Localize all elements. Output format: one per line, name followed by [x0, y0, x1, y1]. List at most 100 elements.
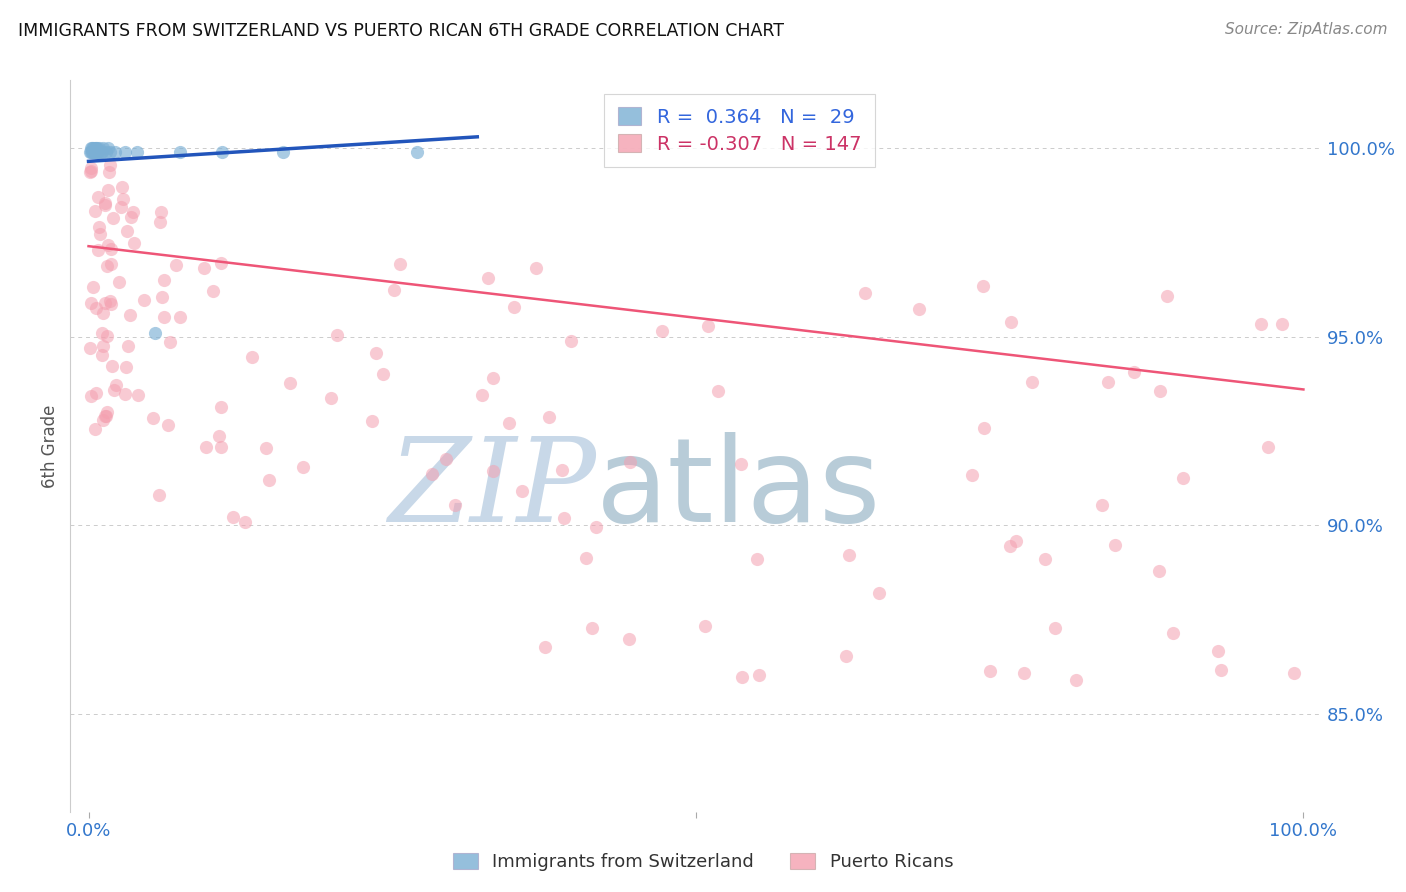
Legend: R =  0.364   N =  29, R = -0.307   N = 147: R = 0.364 N = 29, R = -0.307 N = 147 [605, 94, 875, 168]
Point [79, 341, 101, 355]
Point [1021, 376, 1043, 390]
Point [730, 457, 752, 471]
Point [96, 405, 118, 419]
Point [100, 243, 122, 257]
Point [87, 145, 110, 159]
Point [575, 551, 598, 566]
Point [90, 145, 112, 159]
Point [89, 141, 111, 155]
Point [84, 203, 107, 218]
Point [444, 498, 467, 512]
Point [83, 145, 105, 159]
Point [86, 145, 108, 159]
Point [82, 145, 104, 159]
Point [534, 640, 557, 654]
Point [382, 283, 405, 297]
Point [169, 310, 191, 324]
Point [93, 198, 115, 212]
Point [1033, 552, 1056, 566]
Point [271, 145, 294, 159]
Point [502, 300, 524, 314]
Point [707, 384, 730, 399]
Point [585, 520, 607, 534]
Point [79, 164, 101, 178]
Point [477, 271, 499, 285]
Point [132, 293, 155, 307]
Point [326, 328, 349, 343]
Point [201, 284, 224, 298]
Point [114, 145, 136, 159]
Point [100, 145, 122, 159]
Point [222, 509, 245, 524]
Point [254, 442, 277, 456]
Point [91, 306, 114, 320]
Point [79, 296, 101, 310]
Point [1171, 470, 1194, 484]
Point [87, 219, 110, 234]
Point [510, 484, 533, 499]
Point [1123, 365, 1146, 379]
Point [152, 273, 174, 287]
Point [405, 145, 427, 159]
Point [1284, 666, 1306, 681]
Point [853, 286, 876, 301]
Point [100, 257, 122, 271]
Point [127, 388, 149, 402]
Point [87, 190, 110, 204]
Point [560, 334, 582, 349]
Point [1250, 317, 1272, 331]
Y-axis label: 6th Grade: 6th Grade [41, 404, 59, 488]
Point [80, 389, 103, 403]
Point [82, 141, 104, 155]
Point [292, 459, 315, 474]
Point [1147, 564, 1170, 578]
Point [94, 296, 117, 310]
Point [1104, 538, 1126, 552]
Point [96, 259, 118, 273]
Point [97, 238, 120, 252]
Point [619, 455, 641, 469]
Point [94, 409, 117, 424]
Point [1000, 315, 1022, 329]
Point [100, 297, 122, 311]
Point [98, 293, 121, 308]
Text: IMMIGRANTS FROM SWITZERLAND VS PUERTO RICAN 6TH GRADE CORRELATION CHART: IMMIGRANTS FROM SWITZERLAND VS PUERTO RI… [18, 22, 785, 40]
Point [551, 463, 574, 477]
Point [319, 391, 342, 405]
Point [111, 179, 134, 194]
Point [80, 145, 103, 159]
Point [117, 339, 139, 353]
Point [97, 183, 120, 197]
Point [908, 301, 931, 316]
Text: Source: ZipAtlas.com: Source: ZipAtlas.com [1225, 22, 1388, 37]
Text: ZIP: ZIP [388, 433, 596, 548]
Point [157, 417, 180, 432]
Point [82, 145, 104, 159]
Point [240, 350, 263, 364]
Point [538, 410, 561, 425]
Point [94, 145, 117, 159]
Point [471, 388, 494, 402]
Point [195, 440, 218, 454]
Point [972, 279, 994, 293]
Point [973, 421, 995, 435]
Point [169, 145, 191, 159]
Point [101, 359, 124, 374]
Point [98, 165, 121, 179]
Point [209, 256, 232, 270]
Point [82, 141, 104, 155]
Point [105, 378, 128, 392]
Point [91, 339, 114, 353]
Point [364, 346, 387, 360]
Point [1271, 317, 1294, 331]
Point [79, 145, 101, 159]
Point [94, 409, 117, 423]
Point [90, 145, 112, 159]
Point [120, 210, 142, 224]
Point [1005, 534, 1028, 549]
Point [962, 467, 984, 482]
Point [524, 260, 547, 275]
Point [278, 376, 301, 391]
Point [82, 280, 104, 294]
Point [1208, 644, 1230, 658]
